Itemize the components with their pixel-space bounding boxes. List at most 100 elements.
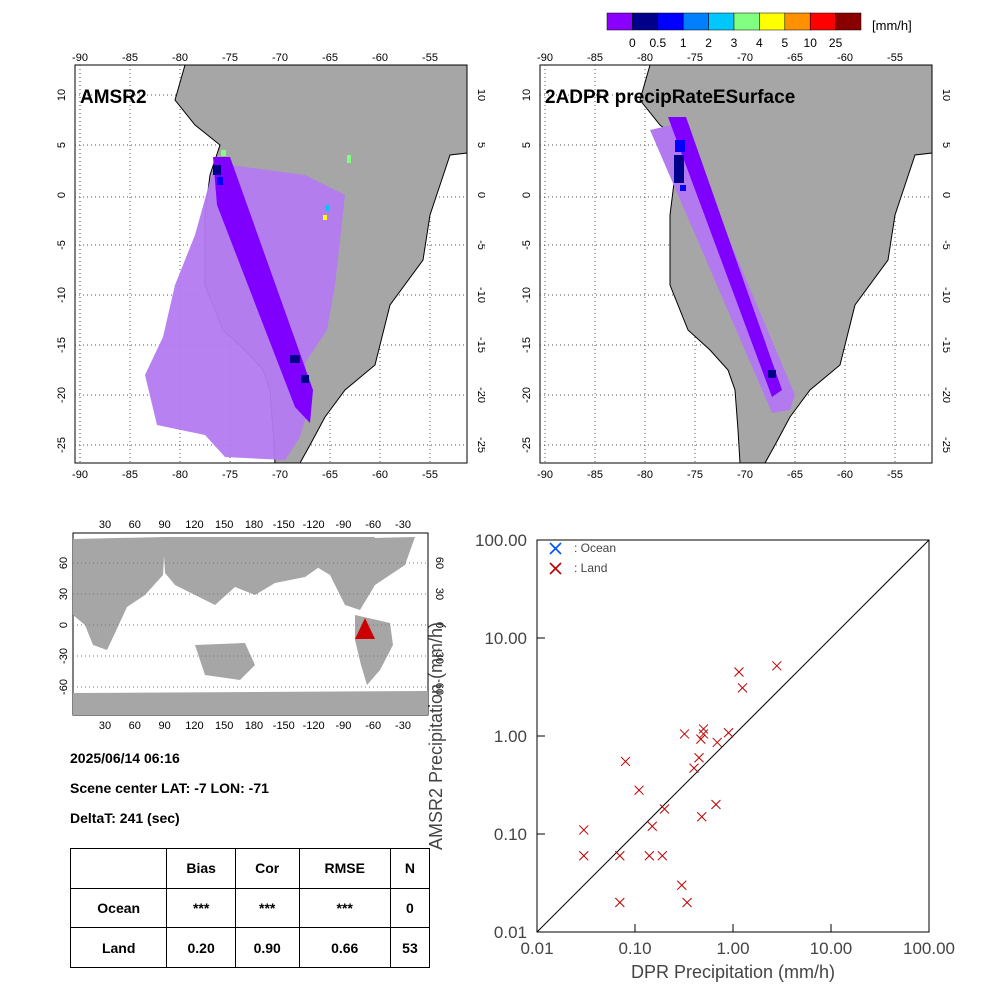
lat-tick-label: 5 bbox=[521, 142, 533, 148]
x-tick-label: 0.01 bbox=[520, 939, 553, 958]
data-point-land bbox=[644, 850, 655, 861]
x-tick-label: 10.00 bbox=[810, 939, 853, 958]
world-lat-label: 30 bbox=[433, 588, 445, 600]
data-point-land bbox=[682, 897, 692, 908]
y-tick-labels: 0.01 0.10 1.00 10.00 100.00 bbox=[475, 531, 545, 942]
lat-tick-label: -20 bbox=[475, 387, 485, 403]
data-point-land bbox=[712, 737, 723, 748]
table-cell: 0 bbox=[389, 887, 431, 929]
world-lon-label: -90 bbox=[335, 519, 351, 531]
one-to-one-line bbox=[536, 539, 930, 933]
data-point-land bbox=[620, 756, 631, 767]
world-lat-label: 0 bbox=[433, 622, 445, 628]
lon-tick-label: -75 bbox=[687, 52, 703, 64]
statistics-table: Bias Cor RMSE N Ocean *** *** *** 0 Land… bbox=[69, 848, 431, 968]
lat-tick-label: -5 bbox=[521, 240, 533, 250]
lat-tick-label: 0 bbox=[521, 192, 533, 198]
australia-landmass bbox=[195, 643, 255, 680]
lat-tick-label: 10 bbox=[475, 89, 485, 101]
world-lon-labels-bottom: 30 60 90 120 150 180 -150 -120 -90 -60 -30 bbox=[99, 720, 411, 732]
table-cell: Land bbox=[69, 927, 168, 968]
amsr2-map-panel: -90 -85 -80 -75 -70 -65 -60 -55 -90 -85 -80 -75 -70… bbox=[45, 45, 487, 495]
world-lon-label: 120 bbox=[185, 720, 203, 732]
dpr-map: -90 -85 -80 -75 -70 -65 -60 -55 -90 -85 -80 -75 -70… bbox=[521, 52, 952, 481]
world-lon-label: 60 bbox=[129, 519, 141, 531]
lon-tick-labels-top: -90 -85 -80 -75 -70 -65 -60 -55 bbox=[72, 52, 438, 64]
colorbar: 0 0.5 1 2 3 4 5 10 25 [mm/h] bbox=[606, 12, 912, 50]
lon-tick-label: -85 bbox=[122, 52, 138, 64]
lat-tick-label: -5 bbox=[475, 240, 485, 250]
world-lon-label: 150 bbox=[215, 720, 233, 732]
colorbar-tick-label: 2 bbox=[705, 36, 712, 50]
lon-tick-label: -65 bbox=[322, 469, 338, 481]
world-lon-label: 180 bbox=[245, 519, 263, 531]
data-point-land bbox=[578, 850, 589, 861]
world-lon-label: 30 bbox=[99, 720, 111, 732]
colorbar-ticks: 0 0.5 1 2 3 4 5 10 25 bbox=[629, 36, 843, 50]
lon-tick-label: -65 bbox=[787, 469, 803, 481]
data-point-land bbox=[694, 752, 704, 763]
map-title: 2ADPR precipRateESurface bbox=[545, 87, 795, 108]
world-lat-label: -60 bbox=[433, 679, 445, 695]
lat-tick-label: 5 bbox=[940, 142, 950, 148]
world-lon-label: -90 bbox=[335, 720, 351, 732]
lat-tick-label: -20 bbox=[940, 387, 950, 403]
table-cell: *** bbox=[298, 887, 391, 929]
lat-tick-labels-right: 10 5 0 -5 -10 -15 -20 -25 bbox=[475, 89, 487, 453]
lon-tick-label: -70 bbox=[737, 52, 753, 64]
lon-tick-label: -90 bbox=[537, 469, 553, 481]
lon-tick-label: -80 bbox=[637, 469, 653, 481]
lat-tick-label: -20 bbox=[521, 387, 533, 403]
legend-ocean-marker bbox=[549, 542, 562, 555]
lon-tick-label: -90 bbox=[72, 469, 88, 481]
data-points bbox=[578, 660, 782, 908]
lon-tick-label: -90 bbox=[72, 52, 88, 64]
scene-location-marker bbox=[355, 618, 375, 639]
scatter-plot: 0.01 0.10 1.00 10.00 100.00 0.01 0.10 1.00 10.0… bbox=[426, 531, 955, 982]
lat-tick-label: 0 bbox=[940, 192, 950, 198]
y-axis-label: AMSR2 Precipitation (mm/h) bbox=[426, 622, 446, 850]
lat-tick-label: 10 bbox=[521, 89, 533, 101]
lon-tick-label: -65 bbox=[787, 52, 803, 64]
world-lon-label: 60 bbox=[129, 720, 141, 732]
lon-tick-label: -55 bbox=[887, 52, 903, 64]
x-tick-label: 0.10 bbox=[618, 939, 651, 958]
world-lon-label: -150 bbox=[273, 519, 295, 531]
lat-tick-label: -25 bbox=[521, 437, 533, 453]
lat-tick-label: -10 bbox=[475, 287, 485, 303]
table-cell: 53 bbox=[389, 927, 431, 968]
world-lon-label: -150 bbox=[273, 720, 295, 732]
world-lon-label: -30 bbox=[395, 720, 411, 732]
data-point-land bbox=[614, 850, 625, 861]
world-lat-label: -30 bbox=[433, 648, 445, 664]
world-lat-label: 60 bbox=[433, 557, 445, 569]
world-lon-labels-top: 30 60 90 120 150 180 -150 -120 -90 -60 -30 bbox=[99, 519, 411, 531]
table-row: Land 0.20 0.90 0.66 53 bbox=[69, 927, 431, 968]
lon-tick-labels-top: -90 -85 -80 -75 -70 -65 -60 -55 bbox=[537, 52, 903, 64]
table-header-cell bbox=[69, 848, 168, 889]
colorbar-swatch bbox=[835, 12, 862, 31]
table-row: Ocean *** *** *** 0 bbox=[69, 887, 431, 929]
lon-tick-label: -60 bbox=[372, 469, 388, 481]
lon-tick-label: -75 bbox=[222, 469, 238, 481]
table-cell: 0.90 bbox=[234, 927, 300, 968]
lon-tick-label: -60 bbox=[837, 469, 853, 481]
world-lon-label: 180 bbox=[245, 720, 263, 732]
colorbar-swatch bbox=[784, 12, 811, 31]
lon-tick-label: -80 bbox=[172, 52, 188, 64]
colorbar-unit: [mm/h] bbox=[872, 18, 912, 33]
data-point-land bbox=[723, 727, 734, 738]
colorbar-tick-label: 1 bbox=[680, 36, 687, 50]
precip-swath-dpr bbox=[668, 117, 782, 397]
colorbar-tick-label: 0 bbox=[629, 36, 636, 50]
amsr2-map: -90 -85 -80 -75 -70 -65 -60 -55 -90 -85 -80 -75 -70… bbox=[56, 52, 487, 481]
colorbar-tick-label: 3 bbox=[731, 36, 738, 50]
lon-tick-label: -75 bbox=[687, 469, 703, 481]
y-tick-label: 0.10 bbox=[494, 825, 527, 844]
world-lon-label: 90 bbox=[158, 720, 170, 732]
table-header-cell: N bbox=[389, 848, 431, 889]
colorbar-swatch bbox=[759, 12, 786, 31]
legend: : Ocean : Land bbox=[549, 541, 616, 575]
table-header-cell: Cor bbox=[234, 848, 300, 889]
data-point-land bbox=[689, 763, 699, 773]
